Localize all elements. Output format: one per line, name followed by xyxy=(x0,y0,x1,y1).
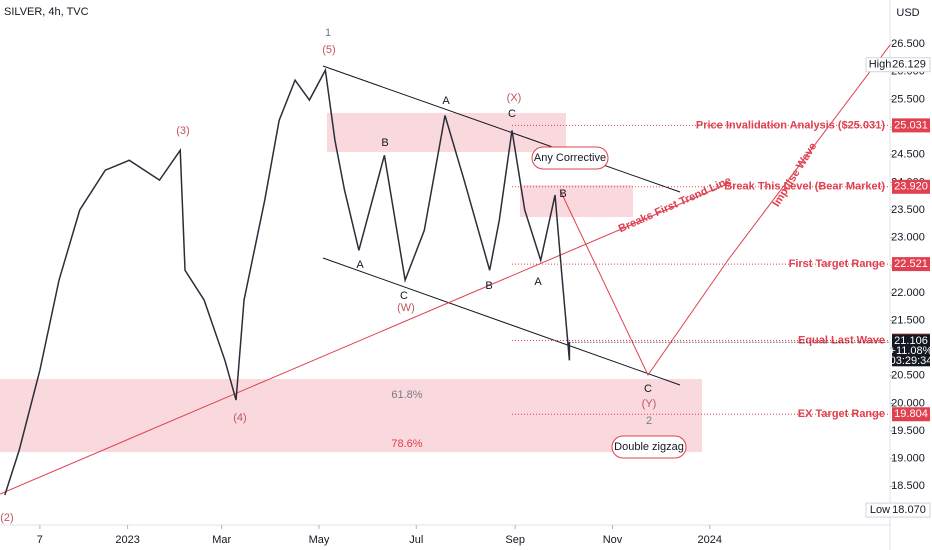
x-tick-label: 2024 xyxy=(698,534,722,546)
extreme-price: 26.129 xyxy=(892,59,926,71)
annotation: (2) xyxy=(0,512,13,524)
currency: USD xyxy=(896,7,919,19)
annotation: 1 xyxy=(325,27,331,39)
channel xyxy=(322,65,681,386)
annotation: (3) xyxy=(176,125,189,137)
y-tick-label: 26.500 xyxy=(891,38,925,50)
zones xyxy=(0,113,702,452)
x-tick-label: May xyxy=(309,534,330,546)
level-label: Break This Level (Bear Market) xyxy=(724,181,885,193)
y-tick-label: 18.500 xyxy=(891,480,925,492)
trend-line xyxy=(322,257,681,386)
x-tick-label: Sep xyxy=(505,534,525,546)
y-tick-label: 20.000 xyxy=(891,397,925,409)
annotation: C xyxy=(508,108,516,120)
last-price: 21.106 xyxy=(894,335,928,347)
extreme-label: Low xyxy=(870,504,890,516)
annotation: B xyxy=(485,280,492,292)
annotation: Double zigzag xyxy=(614,441,684,453)
annotation: A xyxy=(442,95,450,107)
annotation: (5) xyxy=(322,44,335,56)
y-tick-label: 20.500 xyxy=(891,370,925,382)
price-line xyxy=(4,67,571,496)
annotation: B xyxy=(381,137,388,149)
extreme-label: High xyxy=(869,59,892,71)
price-tag xyxy=(892,407,930,422)
extreme-price: 18.070 xyxy=(892,504,926,516)
annotation: (4) xyxy=(233,412,246,424)
last-countdown: 03:29:34 xyxy=(890,355,932,367)
x-tick-label: Jul xyxy=(409,534,423,546)
annotation: C xyxy=(644,383,652,395)
y-tick-label: 19.500 xyxy=(891,425,925,437)
annotation: A xyxy=(534,276,542,288)
level-label: Price Invalidation Analysis ($25.031) xyxy=(696,119,885,131)
note-box xyxy=(611,435,687,459)
price-tag-label: 23.920 xyxy=(894,181,928,193)
price-tag-label: 25.031 xyxy=(894,119,928,131)
x-tick-label: 7 xyxy=(37,534,43,546)
projection xyxy=(559,44,891,376)
last-tag xyxy=(892,334,930,367)
trend-line xyxy=(0,183,728,495)
price-tag xyxy=(892,179,930,194)
break-zone xyxy=(520,185,633,217)
chart-title: SILVER, 4h, TVC xyxy=(4,6,89,18)
level-label: EX Target Range xyxy=(798,408,885,420)
annotation: 78.6% xyxy=(391,438,422,450)
y-tick-label: 23.500 xyxy=(891,204,925,216)
annotation: (X) xyxy=(507,92,522,104)
y-tick-label: 21.500 xyxy=(891,314,925,326)
level-label: Equal Last Wave xyxy=(798,334,885,346)
y-tick-label: 22.000 xyxy=(891,287,925,299)
y-tick-label: 24.500 xyxy=(891,149,925,161)
annotation: C xyxy=(400,290,408,302)
y-tick-label: 19.000 xyxy=(891,453,925,465)
annotation: B xyxy=(559,188,566,200)
annotation: A xyxy=(356,259,364,271)
trend-line xyxy=(322,65,681,193)
last-change: +11.08% xyxy=(890,345,932,357)
price-tag-label: 22.521 xyxy=(894,258,928,270)
x-tick-label: 2023 xyxy=(115,534,139,546)
annotation: (Y) xyxy=(642,398,657,410)
x-tick-label: Mar xyxy=(212,534,231,546)
note-box xyxy=(531,146,609,170)
y-tick-label: 25.500 xyxy=(891,93,925,105)
level-label: First Target Range xyxy=(789,258,885,270)
extreme-tag xyxy=(865,57,931,73)
x-tick-label: Nov xyxy=(603,534,623,546)
target-zone xyxy=(0,379,702,452)
annotation: (W) xyxy=(397,302,415,314)
extreme-tag xyxy=(865,502,931,518)
annotation: Any Corrective xyxy=(534,152,606,164)
annotation: 61.8% xyxy=(391,389,422,401)
y-tick-label: 23.000 xyxy=(891,232,925,244)
price-tag xyxy=(892,257,930,272)
annotation: 2 xyxy=(646,415,652,427)
price-tag-label: 19.804 xyxy=(894,408,928,420)
price-tag xyxy=(892,118,930,133)
